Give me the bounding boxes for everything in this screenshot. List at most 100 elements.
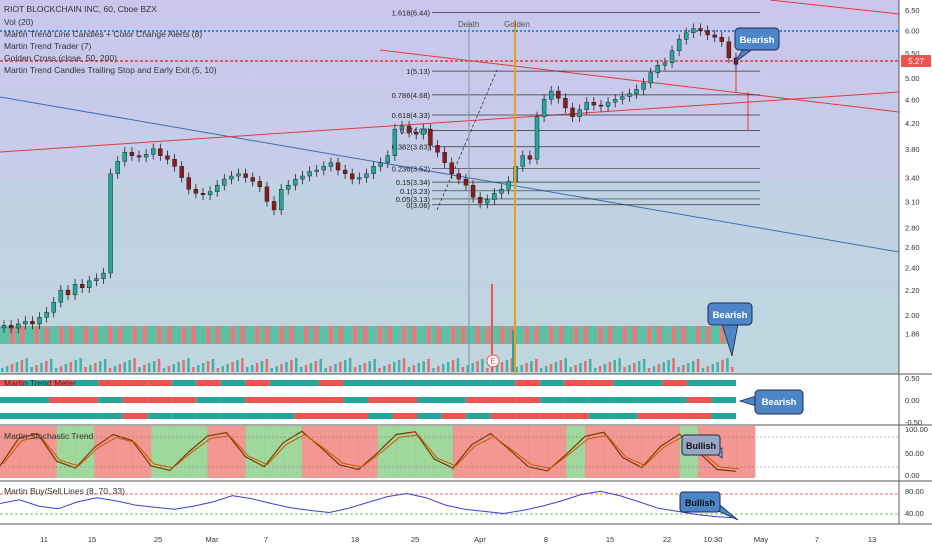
earnings-marker[interactable] [486, 354, 500, 368]
stoch-background-segment [490, 426, 511, 478]
stoch-background-segment [736, 426, 756, 478]
descending-trendline [0, 96, 900, 253]
candle-body [584, 101, 589, 110]
volume-bar [505, 360, 509, 372]
candle-body [385, 155, 390, 163]
candle-body [549, 90, 554, 100]
volume-ribbon-segment [112, 326, 118, 344]
trend-meter-segment [588, 397, 614, 403]
trend-meter-segment [417, 397, 442, 403]
volume-ribbon-segment [259, 326, 265, 344]
buysell-title[interactable]: Martin Buy/Sell Lines (8, 70, 33) [4, 486, 125, 496]
buysell-bullish-callout: Bullish [679, 491, 739, 521]
candle-body [172, 158, 177, 167]
candle-body [94, 278, 99, 282]
volume-ribbon-segment [445, 326, 451, 344]
candle-body [556, 90, 561, 99]
trend-meter-segment [588, 380, 614, 386]
candle-body [669, 50, 675, 63]
volume-bar [15, 362, 19, 372]
price-tick-label: 3.10 [905, 197, 920, 206]
volume-ribbon-segment [274, 326, 280, 344]
volume-ribbon-segment [200, 326, 206, 344]
volume-bar [407, 367, 411, 372]
trend-meter-segment [318, 413, 344, 419]
candle-body [136, 155, 142, 158]
volume-bar [437, 366, 440, 372]
volume-bar [59, 366, 63, 372]
volume-ribbon-segment [686, 326, 691, 344]
trend-meter-segment [392, 413, 418, 419]
meter-bearish-callout: Bearish [738, 389, 804, 415]
trend-meter-segment [196, 413, 221, 419]
volume-bar [417, 363, 420, 372]
volume-bar [677, 367, 680, 372]
volume-bar [99, 361, 102, 372]
fibonacci-retracement[interactable]: 1.618(6.44) 1(5.13) 0.786(4.68) 0.618(4.33)… [392, 8, 760, 210]
indicator-volume[interactable]: Vol (20) [4, 17, 33, 27]
candle-body [641, 82, 646, 90]
volume-bar [270, 368, 273, 372]
volume-bar [69, 362, 73, 372]
x-tick-label: 7 [815, 535, 819, 544]
volume-ribbon-segment [450, 326, 456, 344]
volume-ribbon-segment [485, 326, 490, 344]
volume-ribbon-segment [338, 326, 343, 344]
meter-callout-text: Bearish [762, 397, 797, 408]
volume-ribbon-segment [63, 326, 69, 344]
volume-bar [363, 363, 367, 372]
volume-ribbon-segment [426, 326, 432, 344]
trend-meter-segment [441, 413, 467, 419]
fib-level-label: 0.236(3.52) [392, 165, 431, 174]
trend-meter-title[interactable]: Martin Trend Meter [4, 378, 76, 388]
candle-body [335, 162, 341, 171]
volume-ribbon-segment [646, 326, 652, 344]
stochastic-title[interactable]: Martin Stochastic Trend [4, 431, 94, 441]
ascending-trendline [0, 91, 900, 153]
candle-body [470, 185, 476, 198]
volume-bar [613, 360, 616, 372]
stoch-background-segment [264, 426, 284, 478]
volume-bar [304, 365, 308, 372]
volume-bar [397, 360, 401, 372]
volume-ribbon-segment [441, 326, 446, 344]
fib-level-label: 0.382(3.83) [392, 143, 431, 152]
x-tick-label: 25 [411, 535, 419, 544]
trend-meter-segment [269, 380, 295, 386]
candle-body [122, 151, 128, 162]
trend-meter-segment [637, 413, 663, 419]
volume-ribbon-segment [372, 326, 378, 344]
volume-bar [206, 361, 210, 372]
indicator-trend-trader[interactable]: Martin Trend Trader (7) [4, 41, 92, 51]
volume-ribbon-segment [308, 326, 314, 344]
candle-body [264, 186, 270, 202]
candle-body [186, 177, 191, 190]
volume-bar [177, 362, 180, 372]
volume-ribbon-segment [0, 326, 5, 344]
volume-bar [530, 361, 533, 372]
volume-ribbon-segment [543, 326, 549, 344]
stoch-background-segment [717, 426, 737, 478]
indicator-trailing-stop[interactable]: Martin Trend Candles Trailing Stop and E… [4, 65, 217, 75]
trend-meter-segment [490, 397, 516, 403]
price-tick-label: 6.50 [905, 6, 920, 15]
candle-body [236, 173, 241, 177]
volume-bar [466, 365, 469, 372]
indicator-trend-line-candles[interactable]: Martin Trend Line Candles + Color Change… [4, 29, 202, 39]
candle-body [65, 289, 71, 296]
volume-ribbon-segment [539, 326, 544, 344]
volume-ribbon-segment [49, 326, 54, 344]
symbol-title[interactable]: RIOT BLOCKCHAIN INC, 60, Cboe BZX [4, 4, 157, 14]
candle-body [421, 128, 426, 135]
candle-body [79, 284, 85, 288]
candle-body [485, 199, 490, 204]
indicator-golden-cross[interactable]: Golden Cross (close, 50, 200) [4, 53, 117, 63]
volume-ribbon-segment [107, 326, 113, 344]
volume-bar [540, 368, 543, 372]
candle-body [350, 173, 355, 180]
meter-tick-label: -0.50 [905, 418, 922, 427]
volume-ribbon-segment [73, 326, 79, 344]
stoch-background-segment [509, 426, 529, 478]
